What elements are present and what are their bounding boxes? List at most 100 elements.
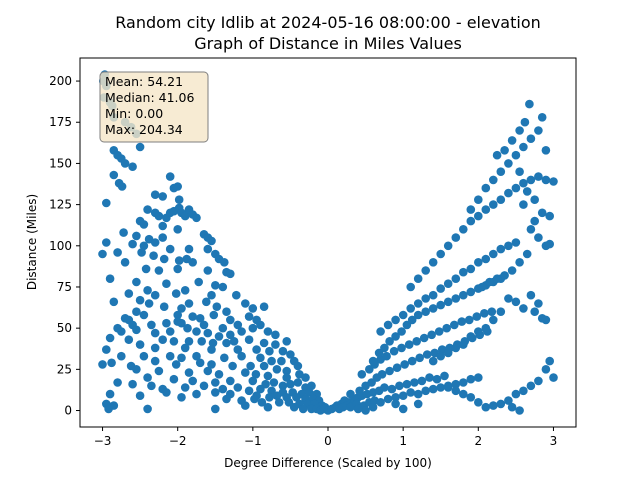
data-point xyxy=(489,200,498,209)
data-point xyxy=(541,175,551,185)
data-point xyxy=(519,178,528,188)
data-point xyxy=(474,398,483,407)
data-point xyxy=(465,315,474,325)
data-point xyxy=(150,290,160,300)
x-tick-label: −1 xyxy=(244,434,262,448)
data-point xyxy=(209,310,219,320)
data-point xyxy=(530,216,539,226)
data-point xyxy=(526,290,536,300)
data-point xyxy=(406,282,416,292)
data-point xyxy=(143,373,152,382)
data-point xyxy=(226,315,235,325)
data-point xyxy=(248,376,258,386)
data-point xyxy=(263,402,273,412)
data-point xyxy=(194,277,203,287)
data-point xyxy=(251,370,261,379)
data-point xyxy=(398,404,408,414)
data-point xyxy=(226,330,235,340)
data-point xyxy=(244,335,254,345)
data-point xyxy=(139,241,149,251)
data-point xyxy=(195,358,205,368)
data-point xyxy=(132,365,141,374)
data-point xyxy=(132,231,141,241)
data-point xyxy=(545,211,554,221)
data-point xyxy=(165,351,175,361)
data-point xyxy=(120,258,130,267)
data-point xyxy=(519,142,528,152)
data-point xyxy=(415,353,425,363)
data-point xyxy=(171,360,181,369)
chart-title: Random city Idlib at 2024-05-16 08:00:00… xyxy=(115,13,541,53)
data-point xyxy=(169,374,179,384)
data-point xyxy=(428,304,438,313)
data-point xyxy=(192,389,201,399)
data-point xyxy=(530,195,539,204)
data-point xyxy=(472,312,482,321)
data-point xyxy=(162,318,171,328)
data-point xyxy=(184,368,194,377)
data-point xyxy=(492,150,502,160)
data-point xyxy=(382,351,391,361)
data-point xyxy=(203,266,213,275)
data-point xyxy=(135,295,145,305)
data-point xyxy=(162,279,171,289)
data-point xyxy=(135,391,145,401)
data-point xyxy=(218,282,228,292)
data-point xyxy=(252,345,261,354)
data-point xyxy=(515,258,524,267)
data-point xyxy=(387,384,397,394)
data-point xyxy=(413,299,423,308)
data-point xyxy=(150,328,160,338)
data-point xyxy=(192,327,201,336)
data-point xyxy=(244,312,254,321)
data-point xyxy=(248,304,258,313)
data-point xyxy=(481,323,491,333)
data-point xyxy=(421,294,431,303)
data-point xyxy=(292,393,301,402)
data-point xyxy=(259,338,269,348)
data-point xyxy=(203,244,213,254)
data-point xyxy=(357,370,367,379)
data-point xyxy=(197,337,206,346)
data-point xyxy=(307,381,316,391)
data-point xyxy=(526,175,536,185)
data-point xyxy=(203,366,213,376)
data-point xyxy=(504,159,513,168)
data-point xyxy=(421,386,431,396)
data-point xyxy=(457,317,467,326)
data-point xyxy=(237,351,246,361)
data-point xyxy=(400,360,410,369)
data-point xyxy=(211,378,220,387)
data-point xyxy=(272,365,282,374)
data-point xyxy=(199,320,209,330)
data-point xyxy=(442,323,452,333)
x-tick-label: 3 xyxy=(550,434,558,448)
data-point xyxy=(211,388,220,397)
data-point xyxy=(496,307,506,317)
data-point xyxy=(459,225,468,234)
data-point xyxy=(407,315,417,325)
data-point xyxy=(184,337,194,346)
data-point xyxy=(269,378,279,387)
data-point xyxy=(173,225,182,234)
data-point xyxy=(485,277,494,287)
data-point xyxy=(278,381,288,391)
data-point xyxy=(105,389,115,399)
data-point xyxy=(301,373,310,382)
data-point xyxy=(128,162,137,171)
data-point xyxy=(380,343,389,353)
data-point xyxy=(451,233,461,242)
data-point xyxy=(355,386,364,396)
data-point xyxy=(257,398,267,407)
y-tick-label: 175 xyxy=(49,115,72,129)
data-point xyxy=(443,348,453,358)
data-point xyxy=(480,309,489,318)
data-point xyxy=(274,398,284,407)
data-point xyxy=(207,236,216,246)
data-point xyxy=(102,238,111,247)
data-point xyxy=(165,172,175,181)
chart-title-line2: Graph of Distance in Miles Values xyxy=(194,34,462,53)
data-point xyxy=(174,256,184,265)
data-point xyxy=(102,345,111,354)
data-point xyxy=(443,297,453,307)
